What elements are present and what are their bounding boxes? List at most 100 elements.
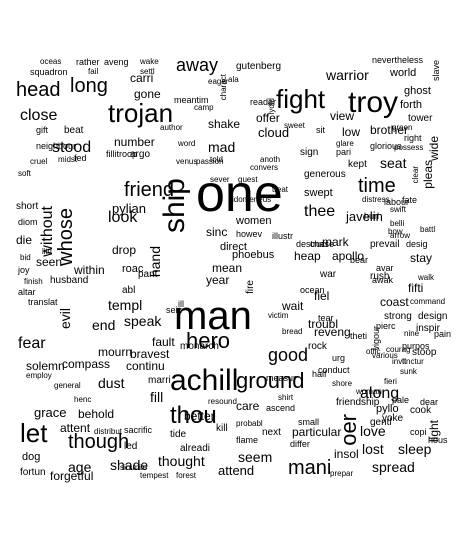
cloud-word: solemn	[26, 359, 65, 373]
cloud-word: told	[210, 155, 223, 164]
cloud-word: continu	[126, 359, 165, 373]
cloud-word: good	[268, 345, 309, 365]
cloud-word: prepar	[330, 469, 354, 478]
cloud-word: fight	[276, 84, 326, 114]
cloud-word: cook	[410, 405, 432, 416]
cloud-word: ghost	[404, 85, 431, 97]
cloud-word: swift	[390, 205, 406, 214]
cloud-word: seat	[380, 155, 407, 171]
cloud-word: battl	[420, 225, 436, 234]
cloud-word: phoebus	[232, 249, 275, 261]
cloud-word: love	[360, 423, 386, 439]
cloud-word: dear	[420, 397, 439, 407]
cloud-word: gutenberg	[236, 61, 282, 72]
cloud-word: short	[16, 201, 39, 212]
cloud-word: ill	[178, 299, 184, 309]
cloud-word: friendship	[336, 397, 380, 408]
cloud-word: troubl	[308, 317, 339, 331]
cloud-word: thee	[304, 203, 336, 220]
cloud-word: green	[392, 123, 413, 132]
cloud-word: strong	[384, 311, 412, 322]
cloud-word: dog	[22, 451, 41, 463]
cloud-word: anoth	[260, 155, 281, 164]
cloud-word: finish	[24, 277, 43, 286]
cloud-word: templ	[108, 297, 143, 313]
cloud-word: trojan	[108, 98, 174, 128]
cloud-word: generous	[304, 169, 346, 180]
cloud-word: let	[20, 418, 48, 448]
cloud-word: world	[390, 67, 417, 79]
cloud-word: war	[320, 269, 337, 280]
cloud-word: friend	[124, 179, 175, 201]
cloud-word: tide	[170, 429, 187, 440]
cloud-word: compass	[62, 357, 111, 371]
cloud-word: passion	[196, 157, 224, 166]
cloud-word: sunk	[400, 367, 417, 376]
cloud-word: shirt	[278, 393, 294, 402]
cloud-word: attent	[60, 421, 91, 435]
cloud-word: ala	[228, 75, 239, 84]
cloud-word: roac	[122, 263, 144, 275]
cloud-word: forgetful	[50, 469, 94, 483]
cloud-word: direct	[220, 241, 247, 253]
cloud-word: avar	[376, 263, 394, 273]
cloud-word: care	[236, 399, 260, 413]
cloud-word: swept	[304, 187, 333, 199]
cloud-word: wide	[427, 136, 441, 161]
cloud-word: fieri	[384, 377, 397, 386]
cloud-word: look	[108, 209, 138, 226]
cloud-word: sinc	[206, 225, 228, 239]
cloud-word: meantim	[174, 95, 209, 105]
cloud-word: sirsmile	[120, 463, 148, 472]
cloud-word: close	[20, 107, 58, 124]
cloud-word: beat	[64, 125, 84, 136]
cloud-word: altar	[18, 287, 36, 297]
cloud-word: lost	[362, 441, 384, 457]
cloud-word: various	[372, 351, 398, 360]
cloud-word: end	[92, 317, 116, 333]
cloud-word: alreadi	[180, 443, 211, 454]
cloud-word: man	[174, 294, 252, 338]
cloud-word: fed	[74, 153, 87, 163]
cloud-word: sweet	[284, 121, 305, 130]
cloud-word: reader	[250, 97, 277, 107]
cloud-word: flame	[236, 435, 259, 445]
cloud-word: abl	[122, 285, 136, 296]
cloud-word: mean	[212, 261, 243, 275]
cloud-word: joy	[18, 265, 30, 275]
cloud-word: inspir	[416, 323, 440, 334]
cloud-word: mani	[288, 457, 332, 479]
cloud-word: long	[70, 75, 108, 97]
cloud-word: brother	[370, 123, 409, 137]
cloud-word: differ	[290, 439, 310, 449]
cloud-word: hero	[186, 328, 231, 353]
cloud-word: fifti	[408, 281, 424, 295]
cloud-word: fiel	[314, 289, 330, 303]
cloud-word: henc	[74, 395, 92, 404]
cloud-word: evil	[57, 308, 73, 330]
cloud-word: achill	[170, 364, 239, 397]
cloud-word: rock	[308, 341, 327, 352]
cloud-word: shake	[208, 117, 241, 131]
cloud-word: gift	[36, 125, 49, 135]
cloud-word: diom	[18, 217, 38, 227]
cloud-word: purpos	[402, 341, 430, 351]
cloud-word: seem	[238, 449, 273, 465]
cloud-word: tempest	[140, 471, 169, 480]
cloud-word: chase	[310, 239, 335, 249]
cloud-word: wake	[140, 57, 159, 66]
cloud-word: possess	[394, 143, 424, 152]
cloud-word: carri	[130, 71, 154, 85]
cloud-word: fail	[88, 67, 99, 76]
cloud-word: glare	[336, 139, 354, 148]
cloud-word: fear	[18, 335, 46, 352]
cloud-word: yoke	[382, 413, 404, 424]
cloud-word: offer	[256, 111, 280, 125]
cloud-word: next	[262, 427, 281, 438]
cloud-word: fate	[402, 195, 418, 205]
cloud-word: clear	[411, 166, 420, 184]
cloud-word: warrior	[326, 67, 369, 83]
cloud-word: lydid	[267, 98, 276, 115]
cloud-word: cruel	[30, 157, 48, 166]
